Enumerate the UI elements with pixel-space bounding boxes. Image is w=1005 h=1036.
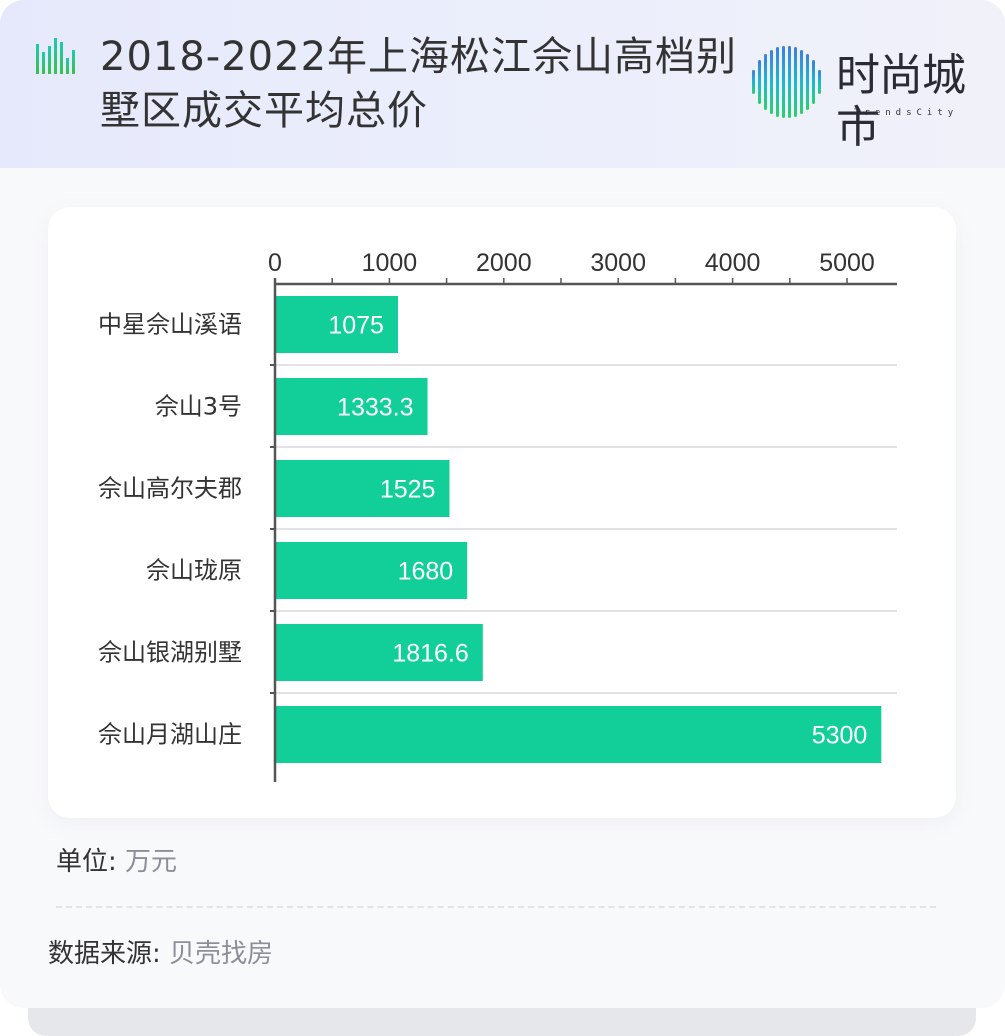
bar xyxy=(275,542,468,599)
source-label: 数据来源: xyxy=(48,939,161,969)
bar-value-label: 1075 xyxy=(328,312,384,340)
x-tick-label: 5000 xyxy=(819,249,875,277)
logo-chinese-text: 时尚城市 xyxy=(836,50,966,153)
category-label: 佘山3号 xyxy=(155,393,242,421)
bar xyxy=(275,624,483,681)
bar-chart: 0 1000 2000 3000 4000 5000 1075 中星佘山溪语 1333.3 佘山3… xyxy=(98,249,897,782)
logo-wave-icon xyxy=(752,46,821,118)
footer-divider xyxy=(56,906,936,908)
category-label: 佘山月湖山庄 xyxy=(98,721,242,749)
bar-value-label: 1816.6 xyxy=(392,640,468,668)
unit-label: 单位: xyxy=(56,847,117,877)
bar-value-label: 5300 xyxy=(812,722,868,750)
header: 2018-2022年上海松江佘山高档别墅区成交平均总价 xyxy=(0,0,1005,168)
bar xyxy=(275,378,428,435)
bar xyxy=(275,460,450,517)
bar-value-label: 1680 xyxy=(398,558,454,586)
chart-title: 2018-2022年上海松江佘山高档别墅区成交平均总价 xyxy=(100,34,738,134)
bar-chart-icon xyxy=(36,38,75,74)
unit-note: 单位: 万元 xyxy=(56,844,177,880)
category-label: 佘山银湖别墅 xyxy=(98,639,242,667)
x-tick-label: 2000 xyxy=(476,249,532,277)
bar-value-label: 1333.3 xyxy=(337,394,413,422)
category-label: 佘山高尔夫郡 xyxy=(98,475,242,503)
bar xyxy=(275,706,882,763)
category-label: 中星佘山溪语 xyxy=(98,311,242,339)
x-tick-label: 1000 xyxy=(362,249,418,277)
source-value: 贝壳找房 xyxy=(169,939,274,969)
infographic-card: 2018-2022年上海松江佘山高档别墅区成交平均总价 xyxy=(0,0,1005,972)
brand-logo: 时尚城市 TrendsCity xyxy=(750,44,980,153)
source-note: 数据来源: 贝壳找房 xyxy=(48,936,273,972)
x-tick-label: 0 xyxy=(268,249,282,277)
logo-english-text: TrendsCity xyxy=(854,108,959,118)
bar xyxy=(275,296,398,353)
chart-panel: 0 1000 2000 3000 4000 5000 1075 中星佘山溪语 1333.3 佘山3… xyxy=(48,207,956,818)
x-tick-label: 4000 xyxy=(705,249,761,277)
unit-value: 万元 xyxy=(125,847,178,877)
x-tick-label: 3000 xyxy=(590,249,646,277)
bar-value-label: 1525 xyxy=(380,476,436,504)
category-label: 佘山珑原 xyxy=(146,557,242,585)
